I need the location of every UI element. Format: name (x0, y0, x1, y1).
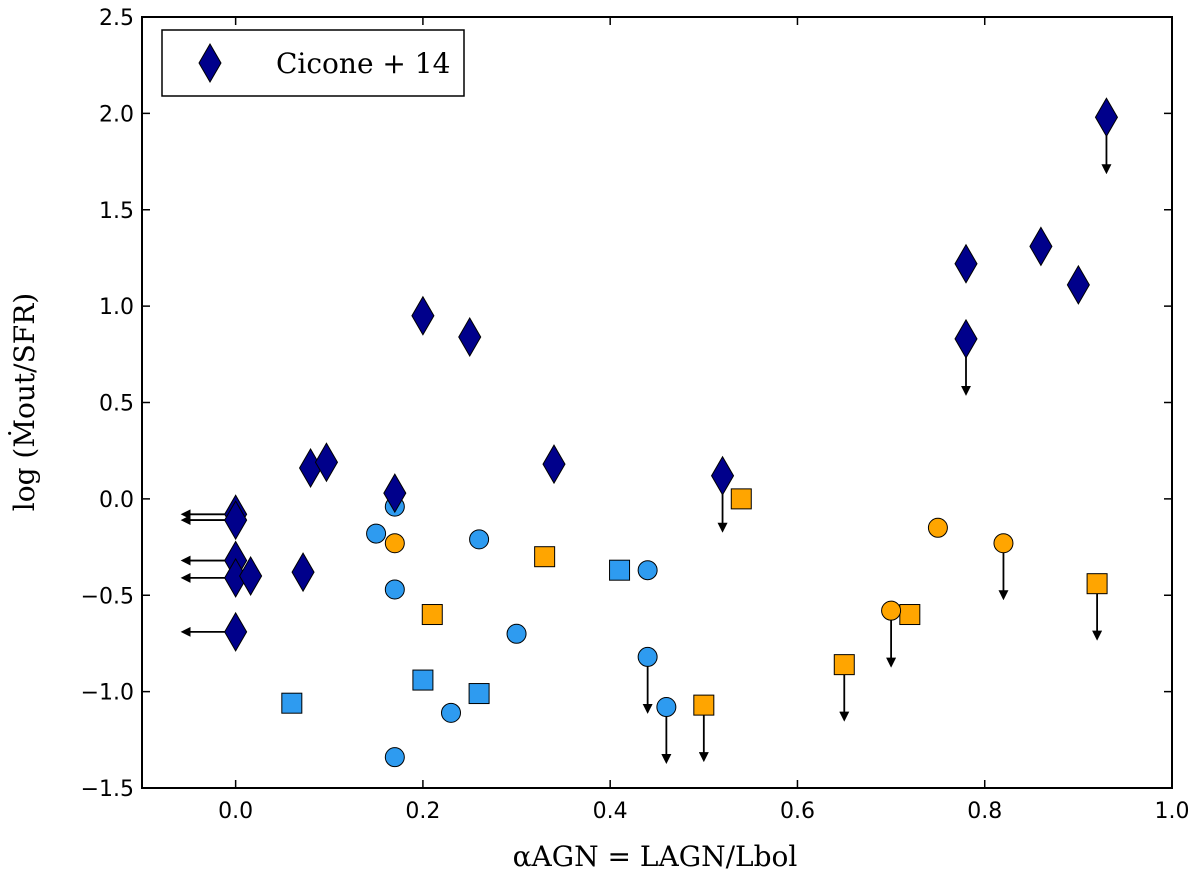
circle-point (656, 697, 677, 718)
circle-point (384, 579, 405, 600)
cicone-point (954, 318, 978, 359)
data-points (224, 97, 1119, 768)
plot-frame (141, 16, 1173, 789)
x-tick-label: 0.4 (593, 799, 628, 824)
y-tick-label: 2.0 (99, 102, 134, 127)
square-point (281, 692, 303, 714)
x-tick-label: 0.8 (967, 799, 1002, 824)
y-tick-label: 1.5 (99, 199, 134, 224)
cicone-point (458, 316, 482, 357)
y-tick-label: −1.0 (81, 681, 134, 706)
circle-point (637, 646, 658, 667)
cicone-point (314, 442, 339, 483)
square-point (609, 559, 631, 581)
circle-point (993, 533, 1014, 554)
circle-point (506, 623, 527, 644)
cicone-point (954, 243, 978, 284)
cicone-point (1029, 226, 1053, 267)
x-tick-label: 0.0 (218, 799, 253, 824)
square-point (421, 604, 443, 626)
cicone-point (1094, 97, 1119, 138)
y-tick-label: −0.5 (81, 584, 134, 609)
x-tick-label: 0.2 (405, 799, 440, 824)
circle-point (384, 747, 405, 768)
cicone-point (224, 611, 248, 652)
circle-point (366, 523, 387, 544)
legend-label: Cicone + 14 (276, 47, 450, 80)
legend-diamond-icon (198, 43, 222, 83)
cicone-point (1066, 264, 1090, 305)
y-tick-label: −1.5 (81, 777, 134, 802)
y-tick-label: 2.5 (99, 6, 134, 31)
square-point (534, 546, 556, 568)
circle-point (637, 560, 658, 581)
x-tick-label: 0.6 (780, 799, 815, 824)
circle-point (469, 529, 490, 550)
y-tick-label: 0.0 (99, 488, 134, 513)
y-axis-label: log (Ṁout/SFR) (8, 293, 41, 511)
y-tick-label: 0.5 (99, 392, 134, 417)
cicone-point (542, 444, 566, 485)
cicone-point (291, 552, 315, 593)
circle-point (927, 517, 948, 538)
square-point (899, 604, 921, 626)
circle-point (441, 702, 461, 723)
square-point (412, 669, 434, 691)
cicone-point (224, 500, 248, 541)
square-point (1086, 573, 1108, 595)
square-point (833, 654, 855, 676)
cicone-point (710, 455, 735, 496)
cicone-point (411, 295, 435, 336)
circle-point (384, 533, 405, 554)
x-tick-label: 1.0 (1155, 799, 1190, 824)
axis-ticks: 0.0 0.2 0.4 0.6 0.8 1.0 −1.5 −1.0 −0.5 0.0 0.5 1.0 1… (81, 6, 1190, 824)
square-point (730, 488, 752, 510)
cicone-point (239, 555, 263, 596)
square-point (693, 694, 715, 716)
x-axis-label: αAGN = LAGN/Lbol (513, 840, 798, 873)
circle-point (881, 600, 902, 621)
legend: Cicone + 14 (161, 29, 465, 97)
y-tick-label: 1.0 (99, 295, 134, 320)
square-point (468, 683, 490, 705)
cicone-point (383, 473, 407, 514)
